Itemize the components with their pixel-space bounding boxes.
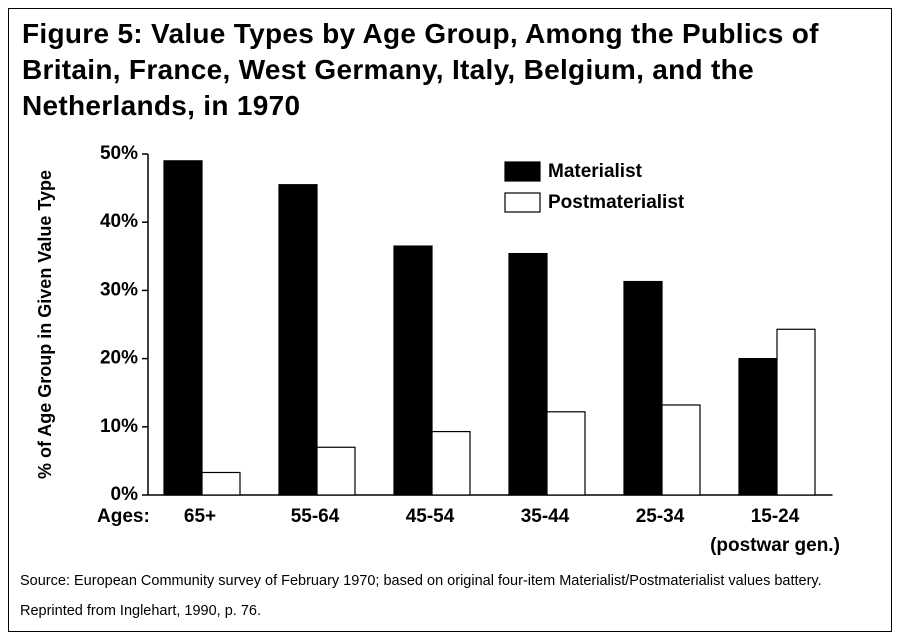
y-tick-label: 40%: [100, 211, 138, 232]
legend-label: Postmaterialist: [548, 192, 685, 213]
x-tick-label: 65+: [184, 506, 216, 527]
chart-title: Figure 5: Value Types by Age Group, Amon…: [22, 18, 819, 121]
legend-label: Materialist: [548, 161, 643, 182]
annotation: (postwar gen.): [710, 535, 840, 556]
x-tick-label: 35-44: [521, 506, 570, 527]
bar: [661, 404, 701, 496]
y-axis-label: % of Age Group in Given Value Type: [35, 170, 55, 479]
source-note: Source: European Community survey of Feb…: [20, 573, 822, 619]
bar: [201, 471, 241, 496]
y-tick-label: 0%: [111, 484, 139, 505]
x-tick-label: 55-64: [291, 506, 340, 527]
bar: [776, 328, 816, 496]
y-tick-label: 30%: [100, 279, 138, 300]
bar: [738, 358, 778, 496]
legend-swatch: [504, 161, 541, 182]
x-tick-label: 45-54: [406, 506, 455, 527]
bar: [546, 411, 586, 496]
bar: [623, 280, 663, 496]
legend-swatch: [504, 192, 541, 213]
x-tick-label: 25-34: [636, 506, 685, 527]
y-tick-label: 50%: [100, 143, 138, 164]
x-axis-label: Ages:: [97, 506, 150, 527]
x-tick-label: 15-24: [751, 506, 800, 527]
bar: [393, 245, 433, 496]
bar: [508, 252, 548, 496]
bar: [163, 160, 203, 496]
y-tick-label: 20%: [100, 348, 138, 369]
bar: [278, 184, 318, 496]
bar: [316, 446, 356, 496]
frame: [8, 8, 892, 632]
bar: [431, 430, 471, 496]
y-tick-label: 10%: [100, 416, 138, 437]
